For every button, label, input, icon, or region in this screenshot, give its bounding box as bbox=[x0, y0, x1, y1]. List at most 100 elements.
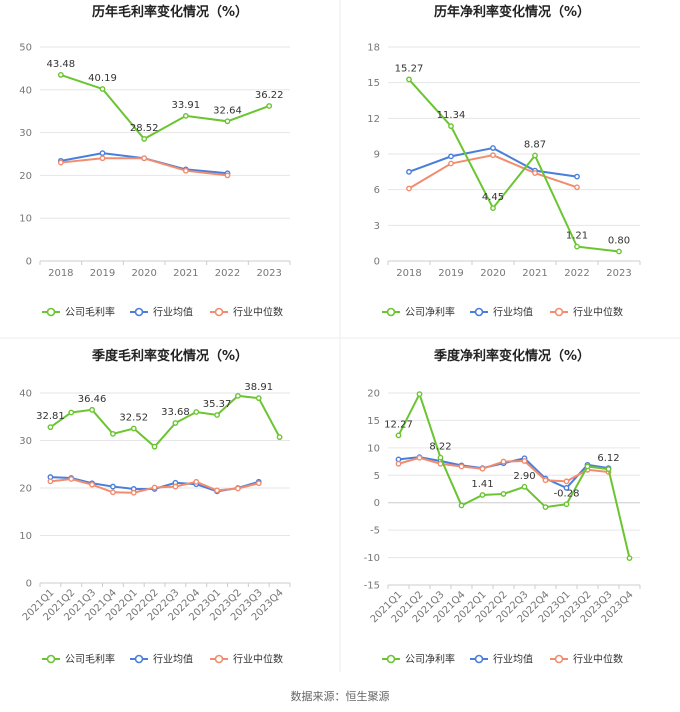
data-point bbox=[224, 118, 231, 125]
x-tick-label: 2022 bbox=[564, 268, 589, 279]
legend-item[interactable]: 行业均值 bbox=[470, 306, 533, 319]
chart-title: 历年净利率变化情况（%） bbox=[434, 4, 590, 20]
series-line bbox=[408, 154, 578, 190]
data-label: 12.27 bbox=[384, 419, 413, 430]
annual-net-panel: 历年净利率变化情况（%） 0 3 6 9 12 15 18 2018 2019 2020 2021 20… bbox=[367, 4, 641, 319]
data-point bbox=[616, 248, 622, 255]
data-point bbox=[395, 460, 402, 467]
data-point bbox=[479, 465, 486, 472]
data-point bbox=[266, 103, 273, 109]
data-point bbox=[141, 136, 148, 142]
data-label: 33.68 bbox=[161, 407, 190, 418]
y-tick-label: 6 bbox=[374, 185, 380, 196]
data-point bbox=[193, 409, 200, 415]
legend-label: 行业中位数 bbox=[573, 653, 623, 666]
data-point bbox=[110, 489, 116, 496]
legend-item[interactable]: 行业中位数 bbox=[210, 306, 283, 319]
data-point bbox=[479, 492, 486, 498]
data-point bbox=[57, 159, 64, 166]
x-tick-label: 2019 bbox=[438, 268, 463, 279]
data-label: 4.45 bbox=[482, 192, 504, 203]
data-point bbox=[416, 454, 423, 461]
y-tick-label: 0 bbox=[26, 579, 32, 590]
legend-label: 行业中位数 bbox=[233, 653, 283, 666]
y-tick-label: -5 bbox=[370, 526, 380, 537]
data-point bbox=[574, 173, 580, 180]
data-label: 8.22 bbox=[429, 442, 451, 453]
y-tick-label: 20 bbox=[19, 484, 32, 495]
data-point bbox=[276, 434, 283, 441]
data-point bbox=[542, 504, 549, 511]
series-line bbox=[408, 78, 620, 253]
legend-item[interactable]: 行业中位数 bbox=[550, 653, 623, 666]
data-label: 6.12 bbox=[597, 453, 619, 464]
data-label: 2.90 bbox=[513, 471, 535, 482]
data-label: 15.27 bbox=[395, 63, 424, 74]
y-tick-label: 30 bbox=[19, 128, 32, 139]
data-point bbox=[563, 501, 570, 508]
legend-swatch-marker bbox=[214, 654, 224, 664]
data-point bbox=[563, 485, 570, 491]
data-point bbox=[151, 443, 158, 450]
data-label: 43.48 bbox=[47, 59, 76, 70]
legend-item[interactable]: 公司净利率 bbox=[382, 306, 455, 319]
legend-item[interactable]: 行业均值 bbox=[130, 653, 193, 666]
data-point bbox=[490, 152, 496, 159]
legend-label: 公司毛利率 bbox=[65, 306, 115, 319]
legend-item[interactable]: 公司毛利率 bbox=[42, 653, 115, 666]
legend-swatch-marker bbox=[46, 654, 56, 664]
data-label: 1.21 bbox=[566, 231, 588, 242]
data-point bbox=[99, 150, 106, 157]
data-point bbox=[47, 424, 54, 431]
series-line bbox=[49, 394, 281, 449]
y-tick-label: 0 bbox=[374, 498, 380, 509]
data-point bbox=[521, 483, 528, 490]
legend-item[interactable]: 行业中位数 bbox=[210, 653, 283, 666]
data-label: 28.52 bbox=[130, 123, 159, 134]
data-label: 35.37 bbox=[203, 399, 232, 410]
legend-label: 行业均值 bbox=[493, 653, 533, 666]
data-point bbox=[224, 172, 231, 179]
legend-label: 行业中位数 bbox=[233, 306, 283, 319]
data-point bbox=[584, 463, 591, 470]
legend-item[interactable]: 行业均值 bbox=[130, 306, 193, 319]
quarterly-gross-panel: 季度毛利率变化情况（%）0102030402021Q12021Q22021Q32… bbox=[19, 348, 291, 666]
y-tick-label: 40 bbox=[19, 85, 32, 96]
data-point bbox=[57, 72, 64, 78]
y-tick-label: 10 bbox=[19, 214, 32, 225]
legend-item[interactable]: 公司毛利率 bbox=[42, 306, 115, 319]
y-tick-label: -10 bbox=[364, 553, 380, 564]
legend-label: 行业均值 bbox=[493, 306, 533, 319]
legend-item[interactable]: 行业均值 bbox=[470, 653, 533, 666]
x-tick-label: 2023 bbox=[606, 268, 631, 279]
data-point bbox=[172, 420, 179, 426]
data-point bbox=[500, 458, 507, 465]
data-point bbox=[110, 483, 116, 490]
data-point bbox=[151, 484, 158, 491]
data-point bbox=[99, 86, 106, 92]
data-label: 33.91 bbox=[172, 100, 201, 111]
data-label: 36.22 bbox=[255, 90, 284, 101]
data-point bbox=[448, 153, 454, 160]
x-tick-label: 2018 bbox=[396, 268, 421, 279]
data-point bbox=[110, 430, 116, 437]
data-label: 32.64 bbox=[213, 105, 242, 116]
y-tick-label: 5 bbox=[374, 471, 380, 482]
x-tick-label: 2023 bbox=[256, 268, 281, 279]
data-label: 32.52 bbox=[119, 413, 148, 424]
legend-label: 行业中位数 bbox=[573, 306, 623, 319]
data-point bbox=[130, 425, 137, 432]
legend-swatch-marker bbox=[134, 307, 144, 317]
legend-item[interactable]: 行业中位数 bbox=[550, 306, 623, 319]
data-point bbox=[255, 480, 262, 487]
legend-item[interactable]: 公司净利率 bbox=[382, 653, 455, 666]
data-point bbox=[193, 478, 200, 485]
y-tick-label: 15 bbox=[367, 416, 380, 427]
data-point bbox=[395, 432, 402, 439]
y-tick-label: 9 bbox=[374, 150, 380, 161]
y-tick-label: 20 bbox=[19, 171, 32, 182]
data-point bbox=[235, 392, 241, 399]
y-tick-label: 10 bbox=[19, 531, 32, 542]
data-point bbox=[490, 205, 496, 211]
y-tick-label: 3 bbox=[374, 221, 380, 232]
